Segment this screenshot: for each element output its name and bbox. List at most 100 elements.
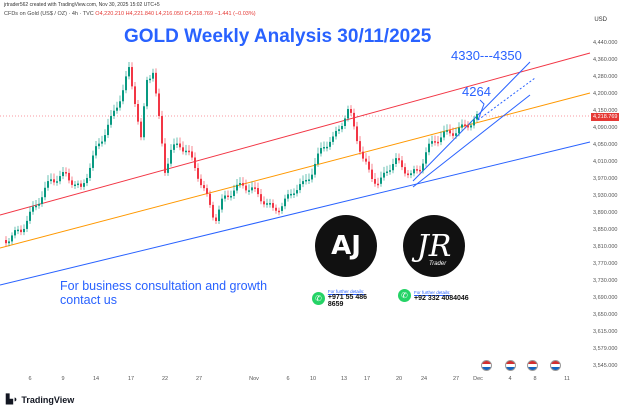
candle-body xyxy=(392,163,394,171)
candle-body xyxy=(290,193,292,196)
candle-body xyxy=(17,229,19,232)
price-tick-label: 3,890.000 xyxy=(593,210,617,216)
jr-contact: ✆ For further details: +92 332 4084046 xyxy=(398,289,469,302)
price-tick-label: 3,650.000 xyxy=(593,312,617,318)
candle-body xyxy=(107,124,109,136)
candle-body xyxy=(278,210,280,213)
us-flag-icon[interactable] xyxy=(481,360,492,371)
price-tick-label: 4,360.000 xyxy=(593,57,617,63)
price-tick-label: 4,280.000 xyxy=(593,74,617,80)
candle-body xyxy=(188,150,190,153)
candle-body xyxy=(110,116,112,125)
candle-body xyxy=(383,172,385,178)
candle-body xyxy=(419,169,421,172)
candle-body xyxy=(245,185,247,191)
candle-body xyxy=(185,150,187,153)
candle-body xyxy=(206,188,208,194)
ohlc-values: O4,220.210 H4,221.840 L4,216.050 C4,218.… xyxy=(95,11,256,17)
candle-body xyxy=(320,148,322,154)
candle-body xyxy=(218,209,220,222)
us-flag-icon[interactable] xyxy=(505,360,516,371)
candle-body xyxy=(41,197,43,204)
candle-body xyxy=(74,184,76,187)
price-tick-label: 3,690.000 xyxy=(593,295,617,301)
created-by: jrtrader562 created with TradingView.com… xyxy=(4,2,160,8)
candle-body xyxy=(215,217,217,222)
target-low-label: 4264 xyxy=(462,84,491,99)
time-tick-label: 6 xyxy=(286,376,289,382)
aj-card: AJ ✆ For further details: +971 55 486 86… xyxy=(308,211,384,323)
candle-body xyxy=(170,149,172,164)
candle-body xyxy=(470,125,472,128)
candle-body xyxy=(35,205,37,208)
candle-body xyxy=(38,203,40,206)
jr-logo-sub: Trader xyxy=(429,261,447,267)
price-tick-label: 3,730.000 xyxy=(593,278,617,284)
candle-body xyxy=(401,160,403,168)
candle-body xyxy=(260,194,262,202)
candle-body xyxy=(302,181,304,185)
candle-body xyxy=(365,158,367,162)
target-arrow xyxy=(477,99,485,121)
time-tick-label: 17 xyxy=(128,376,134,382)
candle-body xyxy=(23,228,25,233)
candle-body xyxy=(167,163,169,173)
target-high-label: 4330---4350 xyxy=(451,48,522,63)
candle-body xyxy=(287,194,289,199)
candle-body xyxy=(374,179,376,184)
whatsapp-icon: ✆ xyxy=(312,292,325,305)
candle-body xyxy=(173,144,175,150)
tradingview-footer[interactable]: ▙◗ TradingView xyxy=(6,394,74,405)
orange-channel-line xyxy=(0,92,591,249)
consult-line1: For business consultation and growth xyxy=(60,279,268,293)
candle-body xyxy=(65,172,67,174)
candle-body xyxy=(116,107,118,111)
us-flag-icon[interactable] xyxy=(527,360,538,371)
price-tick-label: 4,150.000 xyxy=(593,108,617,114)
blue-channel-line xyxy=(0,141,591,286)
us-flag-icon[interactable] xyxy=(550,360,561,371)
rising-channel-upper xyxy=(412,61,531,182)
candle-body xyxy=(59,176,61,182)
time-tick-label: Dec xyxy=(473,376,483,382)
time-tick-label: 24 xyxy=(421,376,427,382)
candle-body xyxy=(308,179,310,181)
candle-body xyxy=(221,198,223,210)
candle-body xyxy=(83,183,85,187)
candle-body xyxy=(194,157,196,169)
candle-body xyxy=(305,179,307,182)
candle-body xyxy=(239,183,241,185)
candle-body xyxy=(14,230,16,236)
candle-body xyxy=(443,131,445,138)
candle-body xyxy=(62,172,64,177)
candle-body xyxy=(440,137,442,143)
candle-body xyxy=(299,184,301,191)
candle-body xyxy=(380,177,382,184)
candle-body xyxy=(326,146,328,149)
candle-body xyxy=(314,163,316,175)
candle-body xyxy=(455,133,457,136)
currency-label: USD xyxy=(594,17,607,23)
price-tick-label: 3,810.000 xyxy=(593,244,617,250)
whatsapp-icon: ✆ xyxy=(398,289,411,302)
candle-body xyxy=(404,167,406,174)
price-tick-label: 4,010.000 xyxy=(593,159,617,165)
candle-body xyxy=(329,141,331,147)
price-tick-label: 4,050.000 xyxy=(593,142,617,148)
candle-body xyxy=(146,79,148,107)
price-axis: 4,440.000 4,360.000 4,280.000 4,200.000 4,15… xyxy=(593,40,617,369)
candle-body xyxy=(410,173,412,176)
price-tick-label: 4,090.000 xyxy=(593,125,617,131)
price-tick-label: 4,200.000 xyxy=(593,91,617,97)
candle-body xyxy=(11,235,13,242)
candle-body xyxy=(119,101,121,108)
price-tick-label: 3,770.000 xyxy=(593,261,617,267)
candle-body xyxy=(5,240,7,244)
candle-body xyxy=(29,211,31,221)
time-tick-label: 6 xyxy=(28,376,31,382)
candle-body xyxy=(32,206,34,212)
candle-body xyxy=(269,203,271,205)
price-tick-label: 3,850.000 xyxy=(593,227,617,233)
time-tick-label: 9 xyxy=(61,376,64,382)
